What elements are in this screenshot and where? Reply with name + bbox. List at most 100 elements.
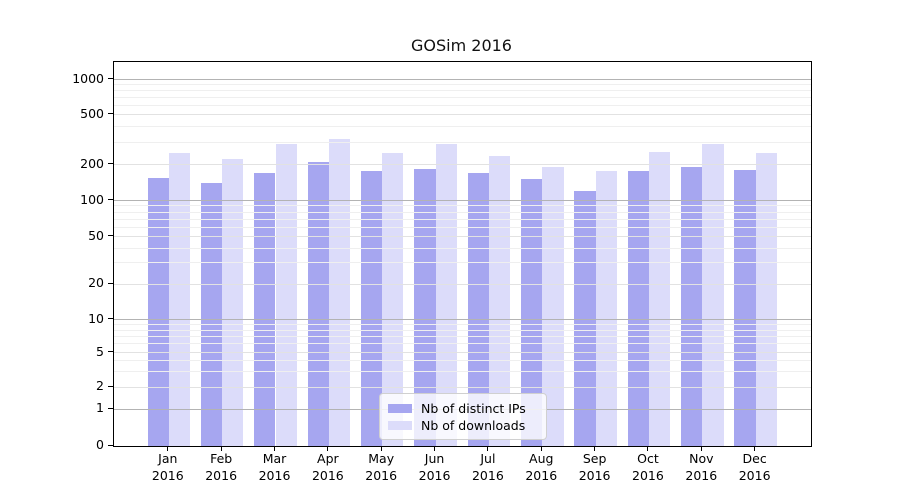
x-tick-label-jun: Jun 2016 xyxy=(418,451,451,483)
y-tick-mark xyxy=(108,235,113,236)
y-tick-label-2: 2 xyxy=(96,378,104,393)
gridline-9 xyxy=(114,324,811,326)
bar-downloads-jul xyxy=(488,155,511,446)
x-tick-label-aug: Aug 2016 xyxy=(525,451,558,483)
gridline-50 xyxy=(114,236,811,237)
bar-downloads-oct xyxy=(648,152,671,446)
bar-ips-mar xyxy=(254,172,276,446)
y-tick-label-1000: 1000 xyxy=(72,70,104,86)
gridline-20 xyxy=(114,283,811,285)
y-tick-label-500: 500 xyxy=(80,105,104,121)
gridline-2 xyxy=(114,386,811,388)
y-tick-label-200: 200 xyxy=(80,155,104,171)
gridline-60 xyxy=(114,226,811,228)
x-tick-mark xyxy=(540,446,542,451)
x-tick-mark xyxy=(327,446,329,451)
gridline-500 xyxy=(114,114,811,115)
bar-downloads-feb xyxy=(222,159,244,446)
plot-area xyxy=(113,61,812,447)
y-tick-mark xyxy=(108,407,113,409)
y-tick-label-0: 0 xyxy=(96,437,104,452)
gridline-4 xyxy=(114,360,811,362)
y-tick-mark xyxy=(108,163,113,164)
gridline-6 xyxy=(114,343,811,345)
x-tick-label-may: May 2016 xyxy=(365,451,398,483)
legend-item-distinct-ips: Nb of distinct IPs xyxy=(388,400,538,416)
gridline-600 xyxy=(114,104,811,106)
gridline-5 xyxy=(114,352,811,353)
legend-label: Nb of downloads xyxy=(421,417,526,433)
legend: Nb of distinct IPs Nb of downloads xyxy=(379,393,547,440)
legend-item-downloads: Nb of downloads xyxy=(388,417,538,433)
bar-ips-sep xyxy=(574,191,596,446)
y-tick-label-10: 10 xyxy=(88,310,104,326)
x-tick-mark xyxy=(754,446,756,451)
x-tick-label-dec: Dec 2016 xyxy=(738,451,771,483)
ips-swatch-icon xyxy=(388,403,412,413)
bar-ips-jul xyxy=(467,172,489,446)
downloads-swatch-icon xyxy=(388,420,412,430)
gridline-400 xyxy=(114,126,811,128)
x-tick-label-jul: Jul 2016 xyxy=(471,451,504,483)
x-tick-label-sep: Sep 2016 xyxy=(578,451,611,483)
y-tick-label-1: 1 xyxy=(96,400,104,415)
gridline-80 xyxy=(114,211,811,213)
bar-ips-oct xyxy=(627,171,649,446)
bar-downloads-nov xyxy=(702,144,724,446)
x-tick-mark xyxy=(647,446,649,451)
y-tick-label-50: 50 xyxy=(88,227,104,243)
bar-ips-jan xyxy=(147,177,169,446)
chart-title: GOSim 2016 xyxy=(411,36,512,55)
gridline-1000 xyxy=(114,79,811,80)
bar-ips-apr xyxy=(307,161,329,446)
x-tick-mark xyxy=(274,446,275,451)
x-tick-label-jan: Jan 2016 xyxy=(151,451,184,483)
y-tick-label-5: 5 xyxy=(96,343,104,359)
gridline-200 xyxy=(114,164,811,165)
x-tick-label-oct: Oct 2016 xyxy=(632,451,664,483)
gridline-40 xyxy=(114,247,811,249)
gridline-30 xyxy=(114,262,811,264)
x-tick-mark xyxy=(487,446,489,451)
gridline-3 xyxy=(114,371,811,373)
bar-downloads-jan xyxy=(168,153,191,446)
gridline-700 xyxy=(114,97,811,98)
bar-ips-feb xyxy=(200,183,223,446)
bar-ips-may xyxy=(360,171,383,446)
x-tick-mark xyxy=(434,446,436,451)
legend-label: Nb of distinct IPs xyxy=(421,400,526,416)
y-tick-label-20: 20 xyxy=(88,275,104,290)
bar-downloads-apr xyxy=(328,138,351,446)
x-tick-mark xyxy=(700,446,702,451)
y-tick-mark xyxy=(108,78,113,79)
y-tick-mark xyxy=(108,282,113,284)
bar-downloads-sep xyxy=(595,171,617,446)
gridline-70 xyxy=(114,218,811,220)
x-tick-mark xyxy=(380,446,382,451)
bar-ips-nov xyxy=(681,167,703,446)
x-tick-mark xyxy=(220,446,222,451)
x-tick-mark xyxy=(167,446,169,451)
bar-downloads-dec xyxy=(755,153,777,446)
y-tick-mark xyxy=(108,385,113,387)
gridline-10 xyxy=(114,319,811,320)
gridline-8 xyxy=(114,329,811,331)
bar-ips-aug xyxy=(520,179,543,446)
y-tick-mark xyxy=(108,199,113,200)
gridline-800 xyxy=(114,90,811,92)
y-tick-mark xyxy=(108,113,113,114)
gridline-300 xyxy=(114,141,811,143)
y-tick-label-100: 100 xyxy=(80,191,104,207)
y-tick-mark xyxy=(108,318,113,319)
gridline-7 xyxy=(114,335,811,337)
bar-downloads-mar xyxy=(275,144,297,446)
bar-ips-dec xyxy=(734,169,756,446)
x-tick-label-apr: Apr 2016 xyxy=(311,451,344,483)
y-tick-mark xyxy=(108,351,113,352)
gridline-900 xyxy=(114,84,811,86)
gridline-100 xyxy=(114,200,811,201)
x-tick-mark xyxy=(594,446,596,451)
bar-ips-jun xyxy=(414,168,436,446)
x-tick-label-nov: Nov 2016 xyxy=(685,451,718,483)
